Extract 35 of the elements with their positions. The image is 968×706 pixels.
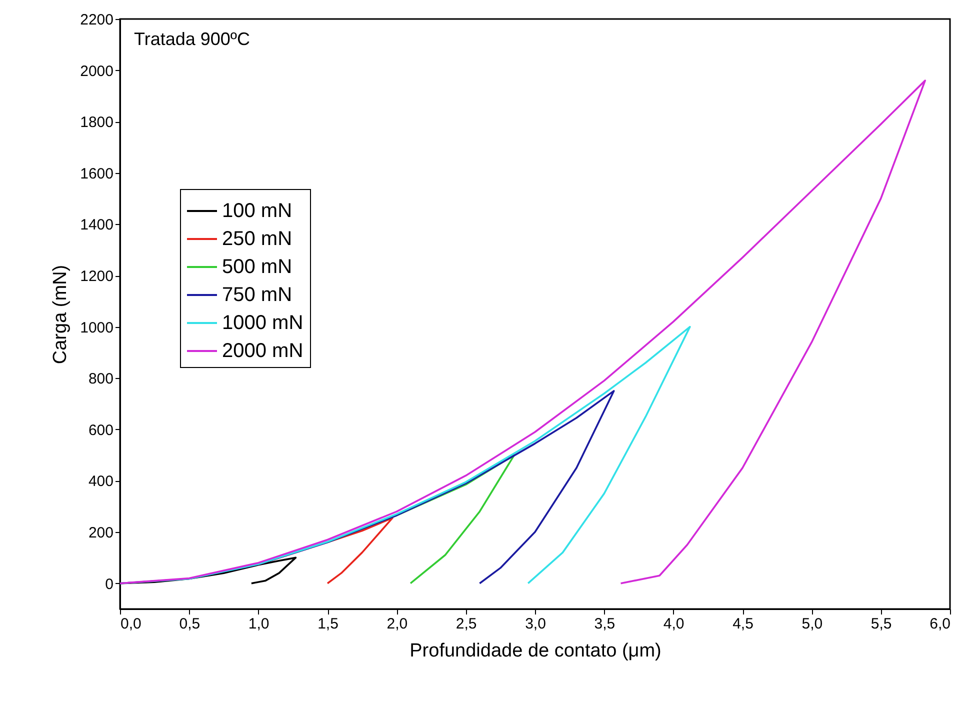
y-tick-label: 0 <box>105 576 114 593</box>
legend-label: 500 mN <box>222 256 292 278</box>
legend-label: 1000 mN <box>222 312 304 334</box>
x-axis-title: Profundidade de contato (μm) <box>410 640 662 662</box>
legend-label: 250 mN <box>222 228 292 250</box>
annotation: Tratada 900ºC <box>134 29 250 49</box>
y-tick-label: 2000 <box>80 62 114 80</box>
y-tick-label: 1400 <box>80 216 114 234</box>
legend-label: 100 mN <box>222 200 292 222</box>
x-tick-label: 3,5 <box>594 616 616 632</box>
x-tick-label: 1,0 <box>248 616 270 632</box>
y-tick-label: 1200 <box>80 268 114 286</box>
x-tick-label: 0,0 <box>120 616 142 632</box>
x-tick-label: 3,0 <box>525 616 546 632</box>
y-tick-label: 1600 <box>80 165 114 182</box>
x-tick-label: 6,0 <box>930 616 950 632</box>
line-series <box>119 80 926 584</box>
x-tick-label: 4,0 <box>663 616 684 632</box>
y-tick-label: 600 <box>88 422 114 439</box>
x-tick-label: 0,5 <box>179 616 200 632</box>
legend-label: 750 mN <box>222 284 292 306</box>
x-tick-label: 1,5 <box>318 616 338 632</box>
y-tick-label: 1000 <box>80 319 114 336</box>
x-tick-label: 4,5 <box>732 616 754 632</box>
x-tick-label: 5,5 <box>870 616 892 632</box>
y-tick-label: 1800 <box>80 114 114 132</box>
y-tick-label: 400 <box>88 473 114 490</box>
y-axis-title: Carga (mN) <box>50 264 72 364</box>
x-tick-label: 5,0 <box>802 616 823 632</box>
y-tick-label: 800 <box>88 370 114 388</box>
x-tick-label: 2,0 <box>386 616 408 632</box>
legend-label: 2000 mN <box>222 340 304 362</box>
x-tick-label: 2,5 <box>456 616 477 632</box>
y-tick-label: 2200 <box>80 12 114 28</box>
y-tick-label: 200 <box>88 524 114 542</box>
